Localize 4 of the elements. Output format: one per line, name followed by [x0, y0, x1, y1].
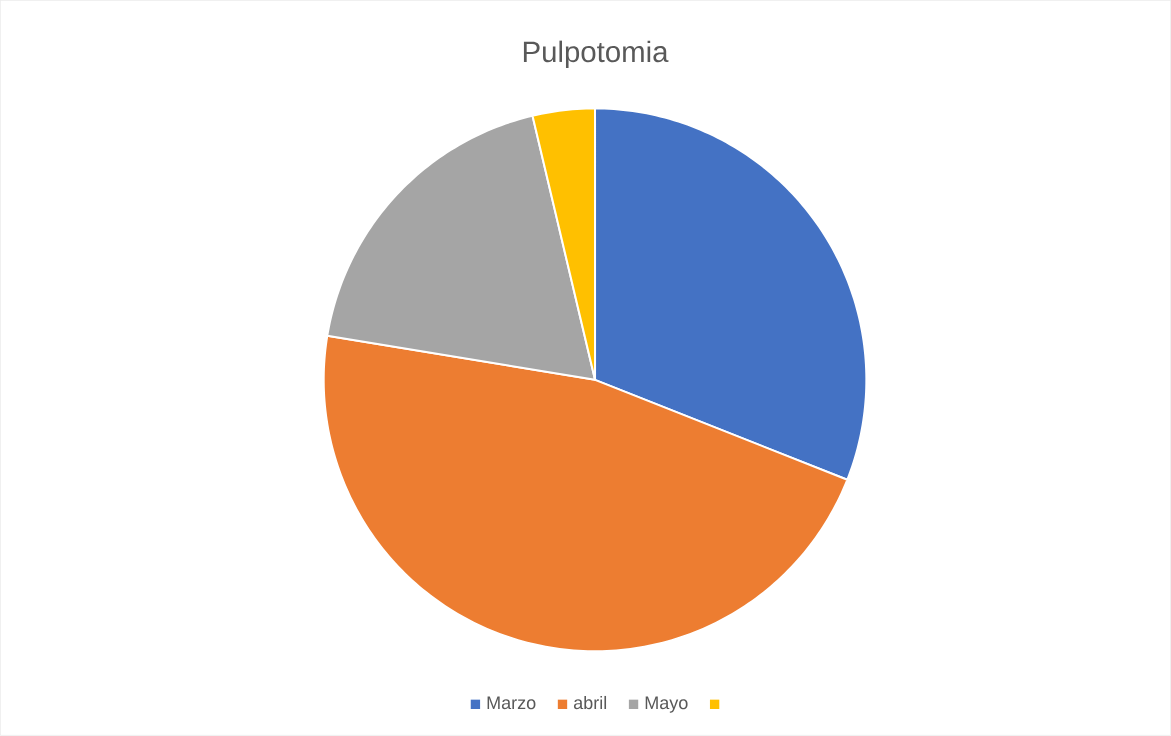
legend-label: Marzo [487, 696, 536, 710]
legend-label: abril [573, 696, 607, 710]
legend-label: Mayo [645, 696, 688, 713]
chart-title: Pulpotomia [523, 40, 669, 69]
